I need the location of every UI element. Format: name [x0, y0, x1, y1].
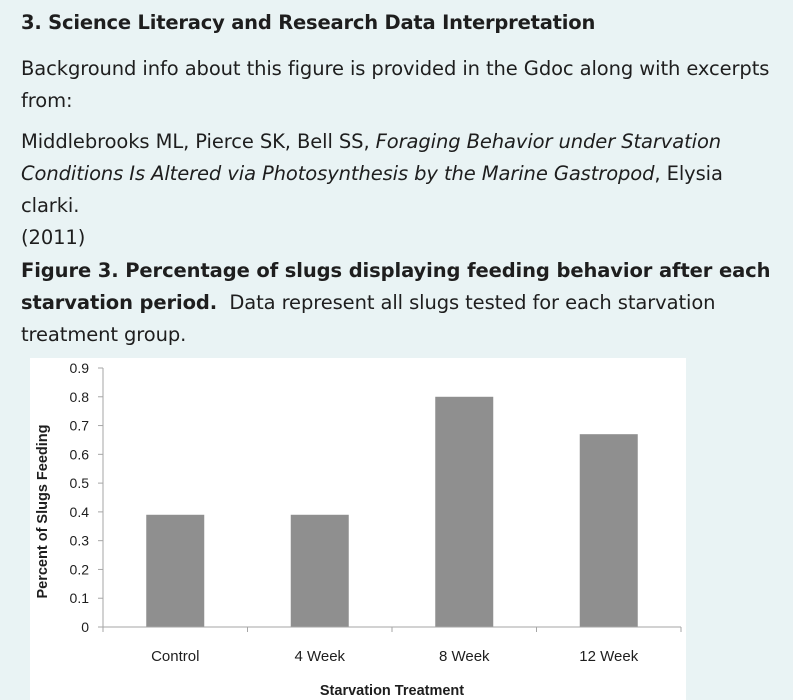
- bar-4-week: [290, 514, 349, 627]
- bar-8-week: [435, 396, 494, 627]
- citation: Middlebrooks ML, Pierce SK, Bell SS, For…: [21, 126, 781, 254]
- y-tick-label: 0.4: [70, 504, 90, 520]
- y-tick-label: 0: [81, 619, 89, 635]
- x-tick-label: 8 Week: [439, 648, 490, 665]
- x-tick-label: Control: [151, 648, 199, 665]
- bar-chart-svg: 0 0.1 0.2 0.3 0.4 0.5 0.6 0.7 0.8 0.9 Control 4 We…: [35, 360, 682, 699]
- bar-12-week: [579, 434, 638, 627]
- y-tick-label: 0.5: [70, 475, 90, 491]
- citation-species: , Elysia clarki.: [21, 162, 723, 217]
- citation-authors: Middlebrooks ML, Pierce SK, Bell SS,: [21, 130, 370, 153]
- figure-caption-title: Figure 3. Percentage of slugs displaying…: [21, 259, 771, 314]
- x-axis-title: Starvation Treatment: [320, 683, 464, 699]
- bar-chart: 0 0.1 0.2 0.3 0.4 0.5 0.6 0.7 0.8 0.9 Control 4 We…: [30, 358, 686, 700]
- bars: [146, 396, 638, 627]
- y-tick-label: 0.1: [70, 590, 90, 606]
- figure-caption-description: Data represent all slugs tested for each…: [21, 291, 716, 346]
- y-tick-label: 0.3: [70, 533, 90, 549]
- y-tick-label: 0.2: [70, 561, 90, 577]
- citation-title: Foraging Behavior under Starvation Condi…: [21, 130, 722, 185]
- section-title: 3. Science Literacy and Research Data In…: [21, 11, 596, 34]
- y-tick-label: 0.9: [70, 360, 90, 376]
- y-tick-label: 0.8: [70, 389, 90, 405]
- axes: [102, 368, 682, 632]
- bar-control: [146, 514, 205, 627]
- figure-caption: Figure 3. Percentage of slugs displaying…: [21, 255, 786, 351]
- background-info-text: Background info about this figure is pro…: [21, 57, 770, 112]
- x-tick-label: 12 Week: [579, 648, 638, 665]
- citation-year: (2011): [21, 226, 86, 249]
- y-tick-label: 0.6: [70, 446, 90, 462]
- y-axis-ticks: 0 0.1 0.2 0.3 0.4 0.5 0.6 0.7 0.8 0.9: [70, 360, 103, 635]
- y-axis-title: Percent of Slugs Feeding: [35, 424, 51, 598]
- x-tick-label: 4 Week: [294, 648, 345, 665]
- y-tick-label: 0.7: [70, 418, 90, 434]
- x-axis-labels: Control 4 Week 8 Week 12 Week: [151, 648, 639, 665]
